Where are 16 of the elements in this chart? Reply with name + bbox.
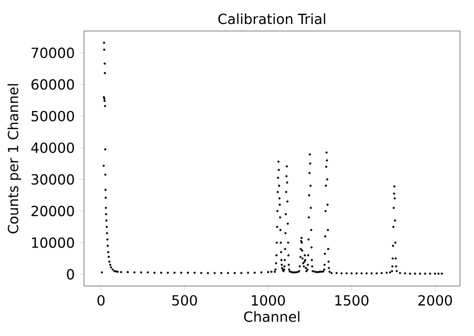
x-tick-label: 500: [172, 295, 197, 306]
y-tick-label: 10000: [32, 237, 74, 248]
y-tick-label: 50000: [32, 110, 74, 122]
y-tick-label: 0: [66, 269, 74, 280]
x-tick-label: 0: [98, 295, 105, 306]
x-tick-label: 1000: [252, 295, 285, 306]
y-tick-label: 70000: [32, 48, 74, 58]
chart-title: Calibration Trial: [218, 13, 326, 24]
x-tick-label: 1500: [335, 295, 368, 306]
y-axis-title: Counts per 1 Channel: [8, 84, 22, 234]
y-tick-label: 30000: [32, 174, 74, 185]
y-tick-label: 60000: [32, 79, 74, 90]
x-axis-title: Channel: [244, 311, 300, 322]
y-tick-label: 20000: [32, 206, 74, 216]
x-tick-label: 2000: [418, 295, 452, 306]
y-tick-label: 40000: [31, 142, 74, 154]
